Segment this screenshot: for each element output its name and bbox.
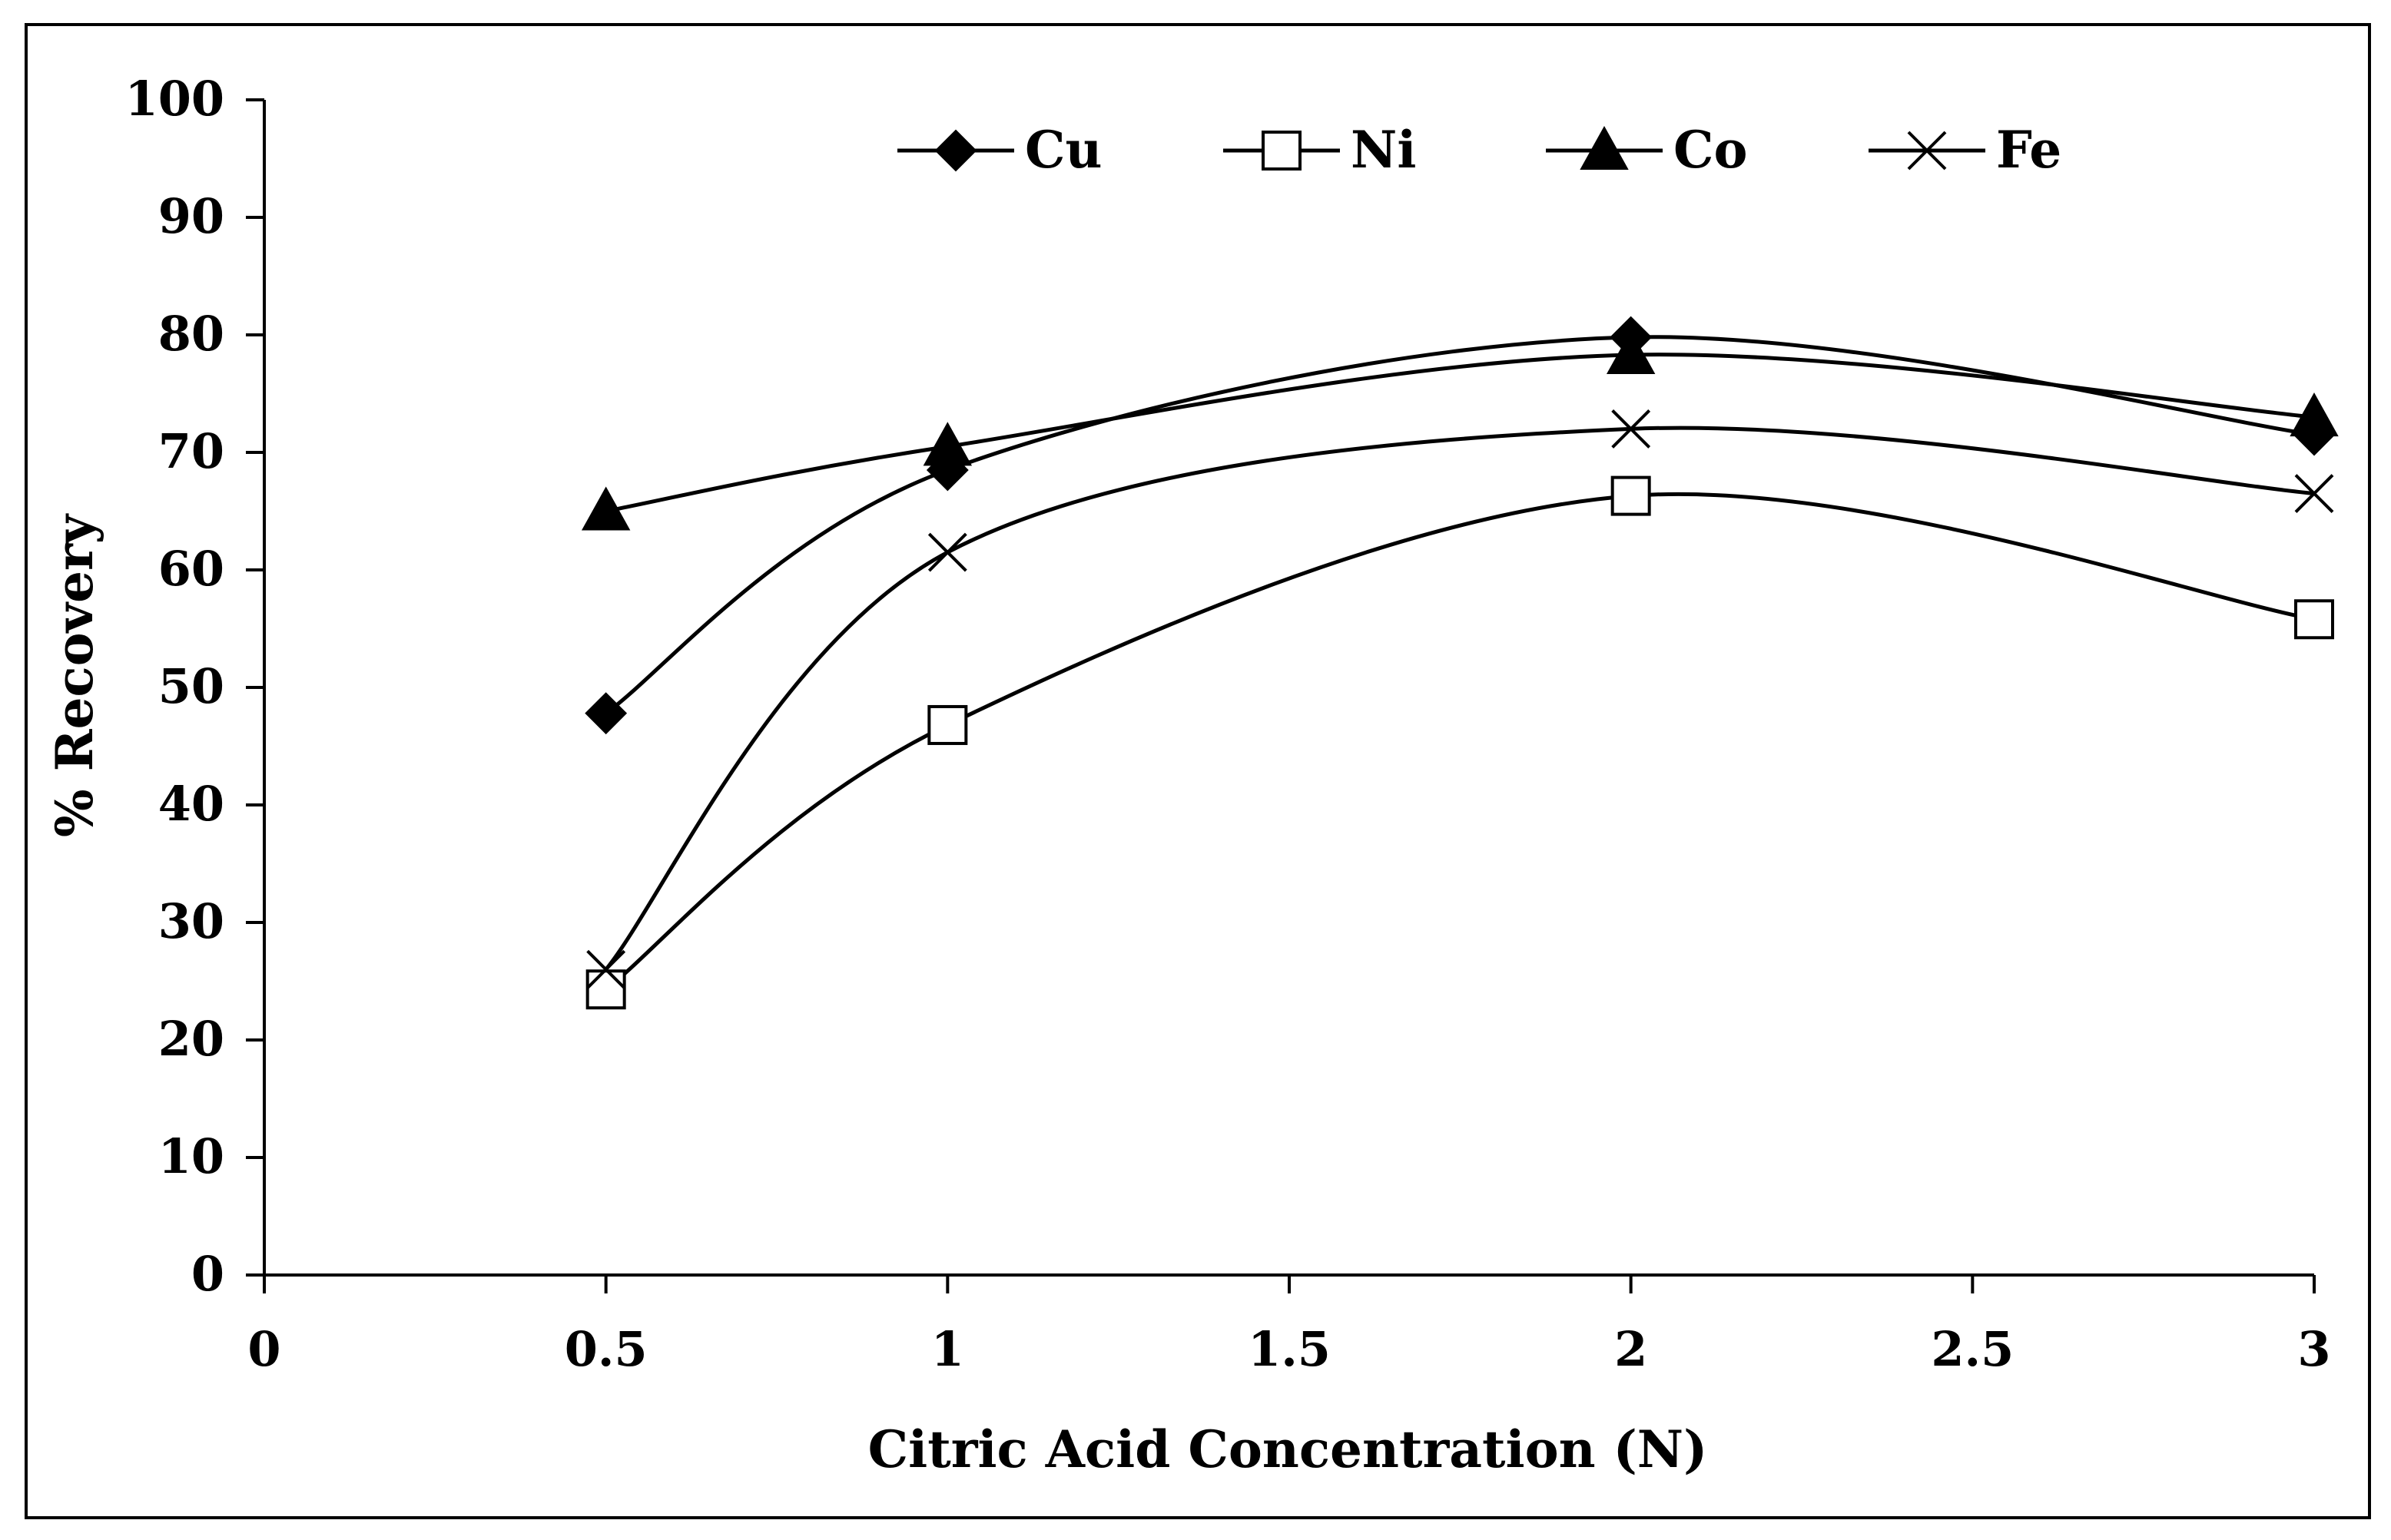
y-axis-title: % Recovery: [45, 513, 104, 837]
legend-marker-co: [1580, 125, 1629, 170]
legend-label-cu: Cu: [1025, 120, 1103, 180]
y-tick-label: 60: [158, 541, 224, 597]
data-point-fe: [927, 532, 967, 572]
data-point-co: [581, 486, 631, 531]
x-tick-label: 0: [247, 1321, 280, 1377]
data-point-fe: [1611, 409, 1651, 449]
data-point-ni: [1610, 475, 1651, 516]
legend-item-cu: Cu: [897, 120, 1103, 180]
x-tick-label: 1: [931, 1321, 964, 1377]
legend: Cu Ni Co Fe: [897, 120, 2061, 180]
series-line-fe: [604, 426, 2315, 971]
axes: 0 10 20 30 40 50 60 70 80 90 100 0 0.5 1 1.5 2 2.5 3: [125, 71, 2331, 1377]
data-point-co: [1606, 330, 1656, 375]
y-tick-label: 20: [158, 1011, 224, 1067]
x-axis-title: Citric Acid Concentration (N): [868, 1419, 1708, 1479]
data-point-fe: [586, 949, 626, 989]
y-tick-label: 10: [158, 1128, 224, 1184]
legend-label-fe: Fe: [1996, 120, 2061, 180]
x-tick-label: 2.5: [1931, 1321, 2014, 1377]
legend-item-ni: Ni: [1223, 120, 1416, 180]
legend-label-co: Co: [1673, 120, 1748, 180]
legend-marker-fe: [1907, 131, 1947, 171]
x-tick-label: 0.5: [565, 1321, 648, 1377]
data-point-ni: [585, 969, 626, 1010]
y-tick-label: 0: [191, 1246, 224, 1302]
series-fe: [586, 409, 2334, 989]
y-tick-label: 40: [158, 776, 224, 832]
y-tick-label: 90: [158, 188, 224, 244]
data-point-ni: [2294, 599, 2334, 640]
y-tick-label: 100: [125, 71, 224, 127]
data-point-ni: [927, 704, 968, 745]
legend-item-co: Co: [1546, 120, 1748, 180]
series-co: [581, 330, 2339, 531]
y-tick-label: 50: [158, 658, 224, 714]
data-point-co: [2290, 392, 2339, 437]
data-point-cu: [585, 692, 628, 735]
y-tick-label: 80: [158, 306, 224, 362]
legend-marker-ni: [1262, 131, 1302, 171]
series-group: [581, 316, 2339, 1010]
y-tick-label: 30: [158, 893, 224, 949]
series-line-ni: [605, 492, 2315, 992]
y-tick-label: 70: [158, 423, 224, 479]
series-ni: [585, 475, 2334, 1010]
series-line-co: [605, 353, 2315, 513]
legend-label-ni: Ni: [1351, 120, 1416, 180]
data-point-fe: [2294, 474, 2334, 513]
x-tick-label: 2: [1614, 1321, 1647, 1377]
legend-marker-cu: [934, 129, 977, 172]
chart-border: [25, 23, 2371, 1519]
x-tick-label: 3: [2297, 1321, 2330, 1377]
data-point-co: [923, 422, 973, 466]
x-tick-label: 1.5: [1248, 1321, 1331, 1377]
legend-item-fe: Fe: [1869, 120, 2061, 180]
